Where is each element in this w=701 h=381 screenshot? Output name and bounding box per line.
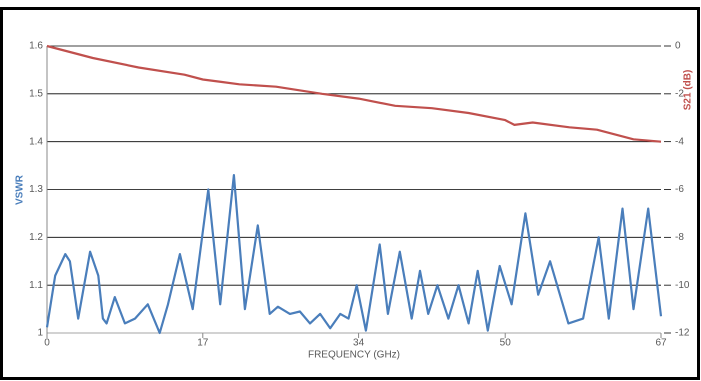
y2-tick-label: -10: [675, 280, 690, 291]
x-tick-label: 17: [197, 338, 209, 349]
frame: [0, 7, 700, 380]
x-axis-title: FREQUENCY (GHz): [308, 350, 400, 361]
x-tick-label: 67: [655, 338, 667, 349]
y2-tick-label: -6: [675, 184, 684, 195]
y-tick-label: 1.6: [29, 41, 43, 52]
series-line: [46, 44, 662, 143]
y-tick-label: 1.5: [29, 88, 43, 99]
x-tick-label: 0: [44, 338, 50, 349]
y-axis-title: VSWR: [15, 174, 26, 205]
y2-tick-label: -4: [675, 136, 684, 147]
y-tick-label: 1.2: [29, 232, 43, 243]
x-tick-label: 50: [500, 338, 512, 349]
y2-tick-label: 0: [675, 41, 681, 52]
x-tick-label: 34: [353, 338, 365, 349]
y-tick-label: 1.4: [29, 136, 43, 147]
y-tick-label: 1: [37, 328, 43, 339]
y2-axis-title: S21 (dB): [683, 70, 694, 111]
y-tick-label: 1.1: [29, 280, 43, 291]
y2-tick-label: -8: [675, 232, 684, 243]
y2-tick-label: -2: [675, 88, 684, 99]
series-line: [45, 174, 663, 335]
y2-tick-label: -12: [675, 328, 690, 339]
y-tick-label: 1.3: [29, 184, 43, 195]
